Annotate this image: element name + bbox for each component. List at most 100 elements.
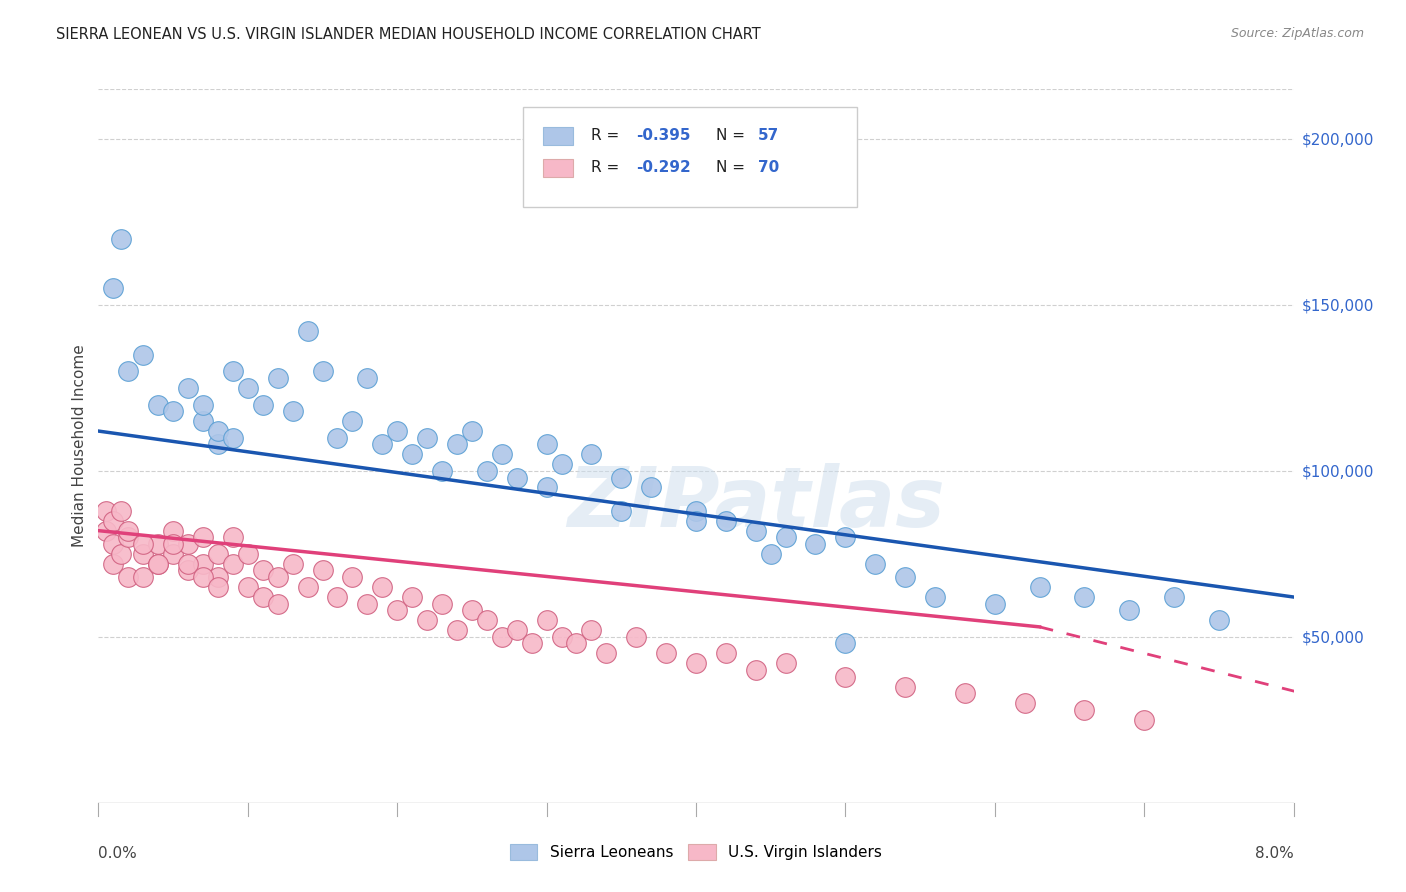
Point: [475, 613, 498, 627]
Point: [714, 514, 737, 528]
Point: [222, 530, 245, 544]
Point: [252, 397, 274, 411]
Point: [222, 557, 245, 571]
Point: [148, 397, 170, 411]
Point: [1073, 703, 1095, 717]
Point: [550, 457, 572, 471]
Text: 0.0%: 0.0%: [98, 846, 138, 861]
Point: [401, 447, 423, 461]
Point: [371, 437, 394, 451]
Point: [132, 547, 155, 561]
Text: R =: R =: [591, 128, 624, 143]
Point: [581, 624, 603, 638]
Point: [894, 680, 917, 694]
Point: [148, 557, 170, 571]
Point: [745, 524, 768, 538]
Point: [110, 504, 132, 518]
Text: N =: N =: [716, 161, 751, 175]
Text: N =: N =: [716, 128, 751, 143]
Point: [191, 414, 214, 428]
Point: [191, 557, 214, 571]
Point: [132, 570, 155, 584]
Point: [177, 564, 200, 578]
Point: [610, 504, 633, 518]
Point: [385, 603, 409, 617]
Point: [834, 670, 856, 684]
Point: [1133, 713, 1156, 727]
Text: Source: ZipAtlas.com: Source: ZipAtlas.com: [1230, 27, 1364, 40]
Point: [1163, 590, 1185, 604]
Text: 70: 70: [758, 161, 779, 175]
Point: [177, 381, 200, 395]
Point: [506, 624, 529, 638]
Point: [297, 325, 319, 339]
Point: [281, 557, 304, 571]
Point: [117, 364, 139, 378]
Point: [401, 590, 423, 604]
Point: [117, 524, 139, 538]
Point: [356, 371, 378, 385]
Point: [520, 636, 543, 650]
Point: [191, 530, 214, 544]
Point: [342, 414, 364, 428]
Point: [103, 281, 125, 295]
Point: [983, 597, 1005, 611]
Point: [714, 647, 737, 661]
Point: [207, 570, 229, 584]
FancyBboxPatch shape: [523, 107, 858, 207]
Point: [1028, 580, 1050, 594]
Text: R =: R =: [591, 161, 624, 175]
Point: [685, 657, 707, 671]
Point: [236, 381, 259, 395]
Point: [430, 464, 453, 478]
Point: [103, 537, 125, 551]
Point: [775, 657, 797, 671]
Point: [1014, 696, 1036, 710]
Point: [326, 590, 349, 604]
Point: [207, 547, 229, 561]
Point: [117, 530, 139, 544]
Point: [356, 597, 378, 611]
Point: [94, 524, 117, 538]
Point: [655, 647, 678, 661]
Point: [610, 470, 633, 484]
Point: [371, 580, 394, 594]
Text: -0.395: -0.395: [637, 128, 690, 143]
Point: [834, 530, 856, 544]
Point: [894, 570, 917, 584]
Point: [446, 437, 468, 451]
Point: [685, 514, 707, 528]
Point: [110, 547, 132, 561]
Point: [759, 547, 782, 561]
Point: [252, 564, 274, 578]
Point: [236, 547, 259, 561]
Text: SIERRA LEONEAN VS U.S. VIRGIN ISLANDER MEDIAN HOUSEHOLD INCOME CORRELATION CHART: SIERRA LEONEAN VS U.S. VIRGIN ISLANDER M…: [56, 27, 761, 42]
Point: [1118, 603, 1140, 617]
Point: [207, 424, 229, 438]
Point: [207, 437, 229, 451]
Point: [191, 397, 214, 411]
Text: 8.0%: 8.0%: [1254, 846, 1294, 861]
Point: [550, 630, 572, 644]
Point: [148, 557, 170, 571]
Point: [863, 557, 886, 571]
Point: [110, 231, 132, 245]
Point: [311, 364, 333, 378]
FancyBboxPatch shape: [543, 159, 572, 177]
Point: [162, 537, 184, 551]
Point: [745, 663, 768, 677]
Point: [536, 613, 558, 627]
Point: [94, 504, 117, 518]
Point: [297, 580, 319, 594]
Point: [222, 364, 245, 378]
Point: [385, 424, 409, 438]
Point: [536, 481, 558, 495]
Text: -0.292: -0.292: [637, 161, 690, 175]
Point: [924, 590, 946, 604]
Point: [506, 470, 529, 484]
Y-axis label: Median Household Income: Median Household Income: [72, 344, 87, 548]
Point: [222, 431, 245, 445]
Point: [491, 630, 513, 644]
Point: [132, 348, 155, 362]
Point: [624, 630, 647, 644]
